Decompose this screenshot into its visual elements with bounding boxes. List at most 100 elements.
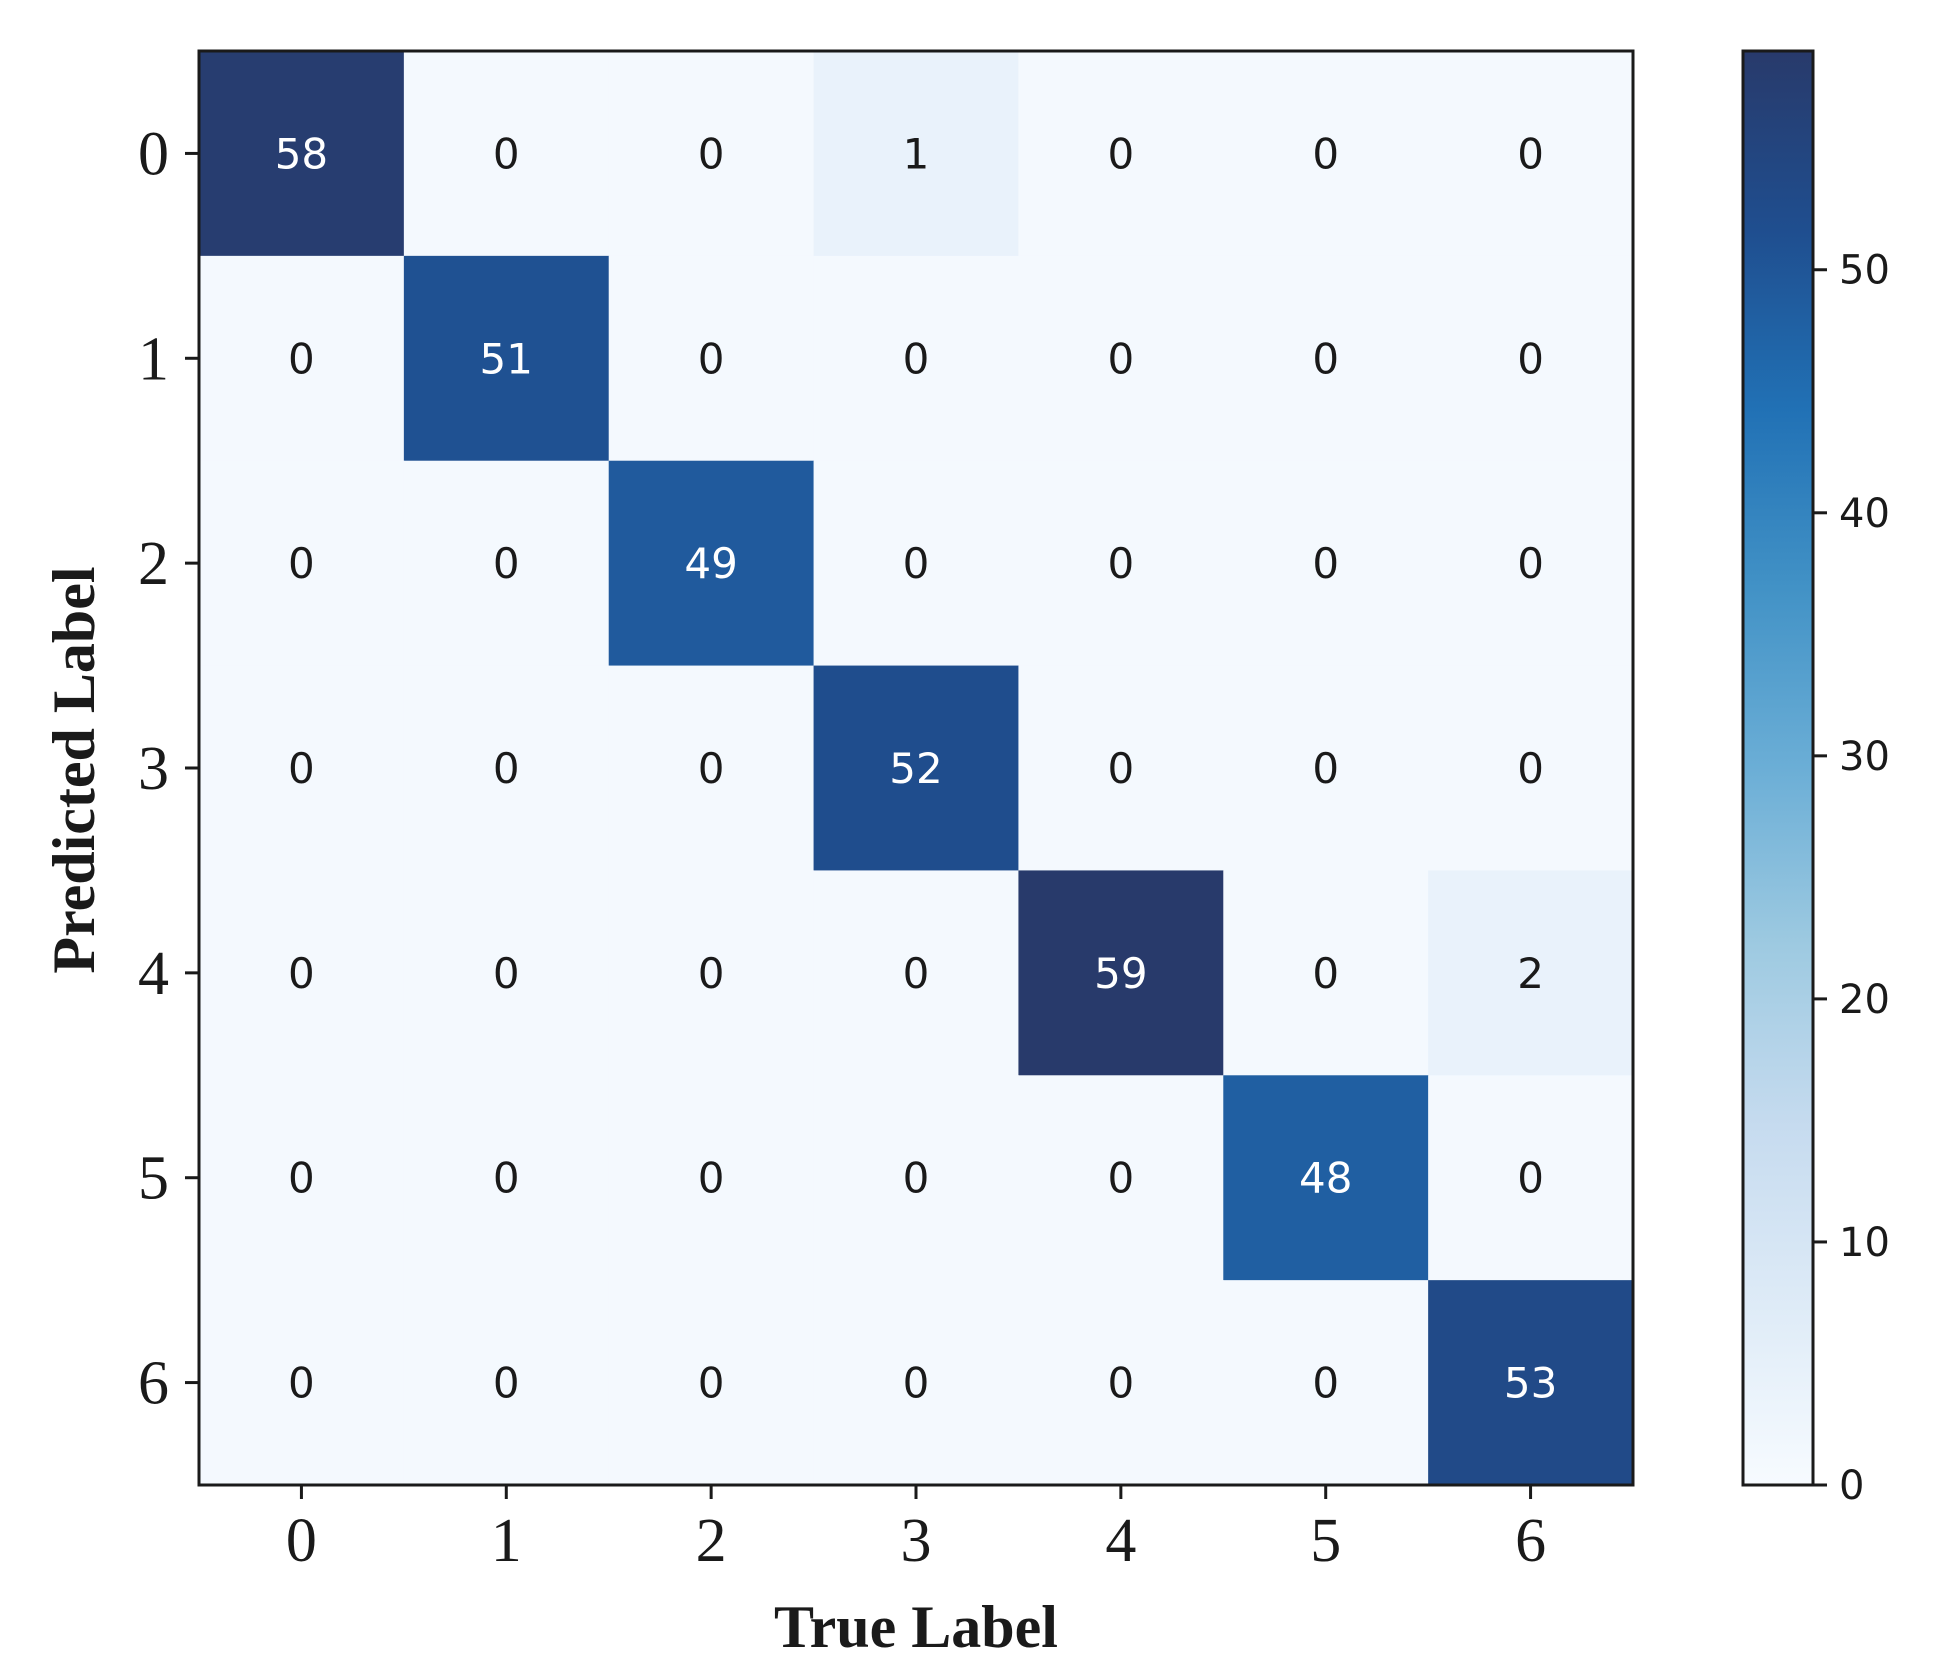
heatmap-cell <box>1428 51 1634 257</box>
heatmap-cell <box>199 1280 405 1486</box>
heatmap-cell <box>403 665 610 871</box>
heatmap-cell <box>1428 460 1634 667</box>
colorbar-tick-label: 40 <box>1839 491 1890 537</box>
heatmap-cell <box>1428 665 1634 871</box>
cell-value-label: 53 <box>1504 1359 1557 1408</box>
cell-value-label: 0 <box>493 1359 520 1408</box>
heatmap-cell <box>1223 460 1429 667</box>
y-axis-title: Predicted Label <box>41 566 107 973</box>
heatmap-cell <box>813 870 1019 1076</box>
heatmap-cell <box>1223 665 1429 871</box>
cell-value-label: 0 <box>903 1154 930 1203</box>
cell-value-label: 0 <box>1312 1359 1339 1408</box>
cell-value-label: 0 <box>1107 1154 1134 1203</box>
x-axis: 0 1 2 3 4 5 6 <box>286 1485 1546 1575</box>
cell-value-label: 0 <box>1107 334 1134 383</box>
heatmap-cell <box>1018 51 1224 257</box>
cell-value-label: 0 <box>288 1154 315 1203</box>
cell-value-label: 0 <box>1517 744 1544 793</box>
heatmap-cell <box>199 51 405 257</box>
heatmap-cell <box>608 1075 815 1281</box>
heatmap-cell <box>813 1280 1019 1486</box>
y-tick-label: 2 <box>138 530 169 598</box>
cell-value-label: 0 <box>493 949 520 998</box>
x-tick-label: 5 <box>1310 1507 1341 1575</box>
cell-value-label: 2 <box>1517 949 1544 998</box>
heatmap-cell <box>199 460 405 667</box>
heatmap-cell <box>608 255 815 462</box>
x-axis-title: True Label <box>774 1594 1058 1660</box>
heatmap-cells <box>199 51 1634 1486</box>
cell-value-label: 0 <box>698 334 725 383</box>
heatmap-cell <box>1428 255 1634 462</box>
heatmap-cell <box>608 665 815 871</box>
cell-value-label: 0 <box>1107 744 1134 793</box>
cell-value-label: 59 <box>1094 949 1147 998</box>
cell-value-label: 58 <box>275 129 328 178</box>
colorbar-tick-label: 10 <box>1839 1220 1890 1266</box>
x-tick-label: 3 <box>901 1507 932 1575</box>
cell-value-label: 0 <box>1312 949 1339 998</box>
heatmap-cell <box>813 51 1019 257</box>
heatmap-cell <box>813 1075 1019 1281</box>
heatmap-cell <box>1428 1280 1634 1486</box>
heatmap-cell <box>608 1280 815 1486</box>
heatmap-cell <box>199 1075 405 1281</box>
cell-value-label: 0 <box>1107 129 1134 178</box>
y-tick-label: 6 <box>138 1350 169 1418</box>
x-tick-label: 6 <box>1515 1507 1546 1575</box>
heatmap-cell <box>403 460 610 667</box>
heatmap-cell <box>1223 1280 1429 1486</box>
heatmap-cell <box>1428 870 1634 1076</box>
x-tick-label: 1 <box>491 1507 522 1575</box>
colorbar-tick-label: 20 <box>1839 977 1890 1023</box>
heatmap-cell <box>1018 665 1224 871</box>
colorbar-tick-label: 30 <box>1839 734 1890 780</box>
heatmap-cell <box>1018 870 1224 1076</box>
cell-value-label: 0 <box>1312 744 1339 793</box>
cell-value-label: 0 <box>1312 129 1339 178</box>
cell-value-label: 0 <box>698 949 725 998</box>
cell-value-label: 0 <box>903 949 930 998</box>
cell-value-label: 49 <box>684 539 737 588</box>
colorbar-axis: 0 10 20 30 40 50 <box>1813 248 1890 1509</box>
heatmap-cell <box>1428 1075 1634 1281</box>
heatmap-cell <box>813 255 1019 462</box>
heatmap-cell <box>1223 870 1429 1076</box>
cell-value-label: 0 <box>493 1154 520 1203</box>
cell-value-label: 0 <box>1312 539 1339 588</box>
cell-value-label: 0 <box>288 744 315 793</box>
y-axis: 0 1 2 3 4 5 6 <box>138 120 199 1418</box>
cell-value-label: 0 <box>493 539 520 588</box>
cell-value-label: 0 <box>1312 334 1339 383</box>
x-tick-label: 2 <box>696 1507 727 1575</box>
cell-value-label: 0 <box>288 1359 315 1408</box>
y-tick-label: 3 <box>138 735 169 803</box>
heatmap-cell <box>608 51 815 257</box>
heatmap-cell <box>1018 460 1224 667</box>
cell-value-label: 0 <box>288 334 315 383</box>
heatmap-cell <box>403 870 610 1076</box>
y-tick-label: 5 <box>138 1145 169 1213</box>
heatmap-cell <box>1018 1075 1224 1281</box>
heatmap-cell <box>1223 255 1429 462</box>
heatmap-cell <box>199 255 405 462</box>
cell-value-label: 1 <box>903 129 930 178</box>
cell-value-label: 48 <box>1299 1154 1352 1203</box>
cell-value-label: 0 <box>698 1154 725 1203</box>
y-tick-label: 1 <box>138 325 169 393</box>
y-tick-label: 4 <box>138 940 169 1008</box>
y-tick-label: 0 <box>138 120 169 188</box>
heatmap-cell <box>608 460 815 667</box>
cell-value-label: 0 <box>1517 334 1544 383</box>
heatmap-cell <box>403 51 610 257</box>
heatmap-cell <box>1223 51 1429 257</box>
cell-value-label: 0 <box>903 1359 930 1408</box>
cell-value-label: 0 <box>903 539 930 588</box>
cell-value-label: 52 <box>889 744 942 793</box>
cell-value-label: 0 <box>288 539 315 588</box>
x-tick-label: 4 <box>1105 1507 1136 1575</box>
cell-value-label: 0 <box>698 1359 725 1408</box>
cell-value-label: 0 <box>1107 539 1134 588</box>
